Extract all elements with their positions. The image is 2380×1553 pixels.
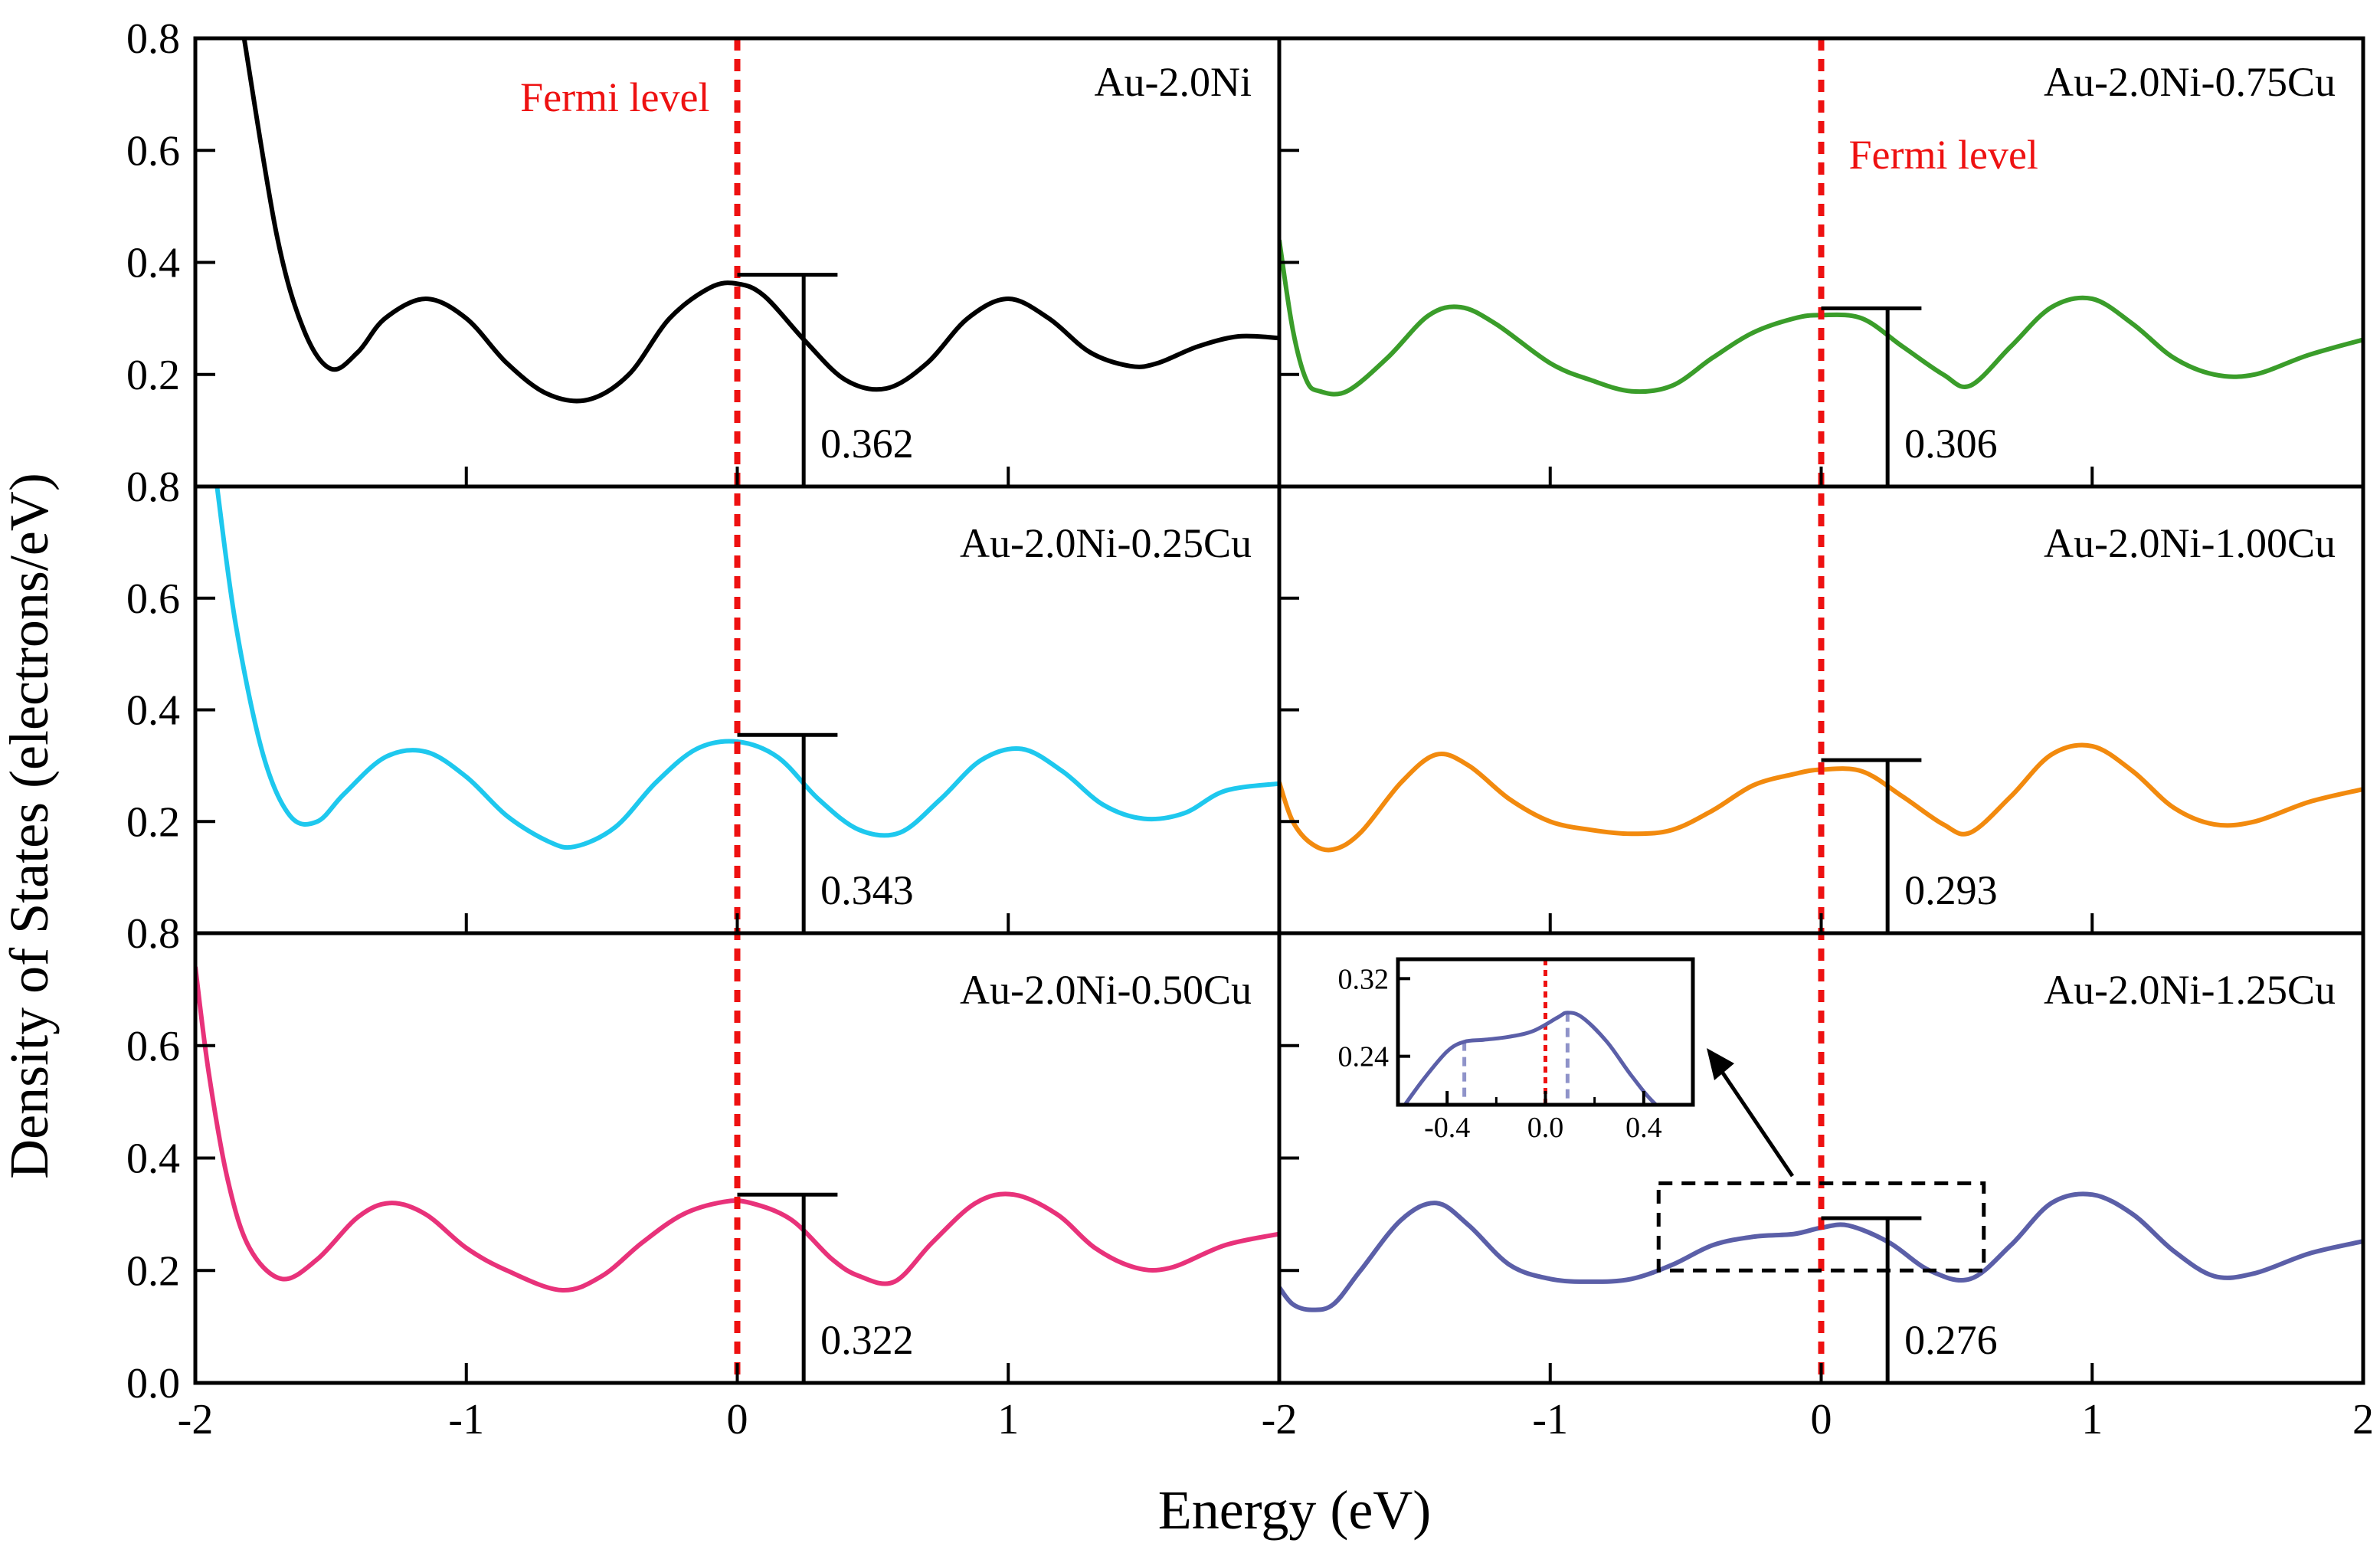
labels-layer: 0.362 Au-2.0Ni Fermi level 0.306 Au-2.0Ni-0.… bbox=[126, 15, 2374, 1443]
dos-curve-3 bbox=[214, 487, 1279, 850]
y-tick-label: 0.8 bbox=[126, 15, 180, 63]
y-tick-label: 0.4 bbox=[126, 240, 180, 287]
y-tick-label: 0.4 bbox=[126, 1135, 180, 1183]
zoom-box bbox=[1656, 1181, 1986, 1273]
x-tick-label: -2 bbox=[1262, 1396, 1298, 1443]
y-tick-label: 0.6 bbox=[126, 1023, 180, 1070]
x-tick-label: 1 bbox=[997, 1396, 1019, 1443]
fermi-dos-value-1: 0.362 bbox=[820, 421, 914, 467]
fermi-dos-value-4: 0.293 bbox=[1904, 867, 1998, 913]
inset-y-tick-label: 0.32 bbox=[1338, 963, 1390, 995]
fermi-lines-layer bbox=[734, 38, 1825, 1383]
x-tick-label: 0 bbox=[727, 1396, 748, 1443]
panel-title-4: Au-2.0Ni-1.00Cu bbox=[2044, 520, 2336, 566]
panel-title-5: Au-2.0Ni-0.50Cu bbox=[960, 967, 1252, 1013]
x-tick-label: 2 bbox=[2352, 1396, 2374, 1443]
inset-x-tick-label: 0.0 bbox=[1527, 1112, 1564, 1144]
x-tick-label: -2 bbox=[178, 1396, 214, 1443]
y-axis-title: Density of States (electrons/eV) bbox=[0, 473, 60, 1179]
dos-curve-5 bbox=[195, 966, 1279, 1293]
zoom-annotation bbox=[1656, 1048, 1986, 1273]
x-tick-label: -1 bbox=[448, 1396, 484, 1443]
x-tick-label: -1 bbox=[1532, 1396, 1568, 1443]
y-tick-label: 0.2 bbox=[126, 1247, 180, 1295]
fermi-dos-value-5: 0.322 bbox=[820, 1317, 914, 1363]
curves-layer bbox=[195, 38, 2363, 1312]
brackets-layer bbox=[737, 273, 1922, 1383]
y-tick-label: 0.6 bbox=[126, 127, 180, 175]
panel-title-2: Au-2.0Ni-0.75Cu bbox=[2044, 59, 2336, 105]
fermi-dos-value-6: 0.276 bbox=[1904, 1317, 1998, 1363]
inset-x-tick-label: -0.4 bbox=[1424, 1112, 1470, 1144]
fermi-dos-value-3: 0.343 bbox=[820, 867, 914, 913]
dos-curve-4 bbox=[1279, 742, 2363, 853]
zoom-arrowhead bbox=[1707, 1048, 1734, 1080]
inset-x-tick-label: 0.4 bbox=[1625, 1112, 1662, 1144]
y-tick-label: 0.8 bbox=[126, 464, 180, 511]
fermi-dos-value-2: 0.306 bbox=[1904, 421, 1998, 467]
y-tick-label: 0.2 bbox=[126, 352, 180, 399]
inset-y-tick-label: 0.24 bbox=[1338, 1041, 1390, 1073]
fermi-level-label-1: Fermi level bbox=[520, 74, 709, 120]
x-tick-label: 1 bbox=[2081, 1396, 2103, 1443]
inset-plot: -0.4 0.0 0.4 0.32 0.24 bbox=[1338, 957, 1695, 1144]
y-tick-label: 0.0 bbox=[126, 1360, 180, 1407]
ticks-layer bbox=[195, 149, 2094, 1383]
inset-curve bbox=[1402, 1011, 1659, 1105]
x-tick-label: 0 bbox=[1811, 1396, 1832, 1443]
y-tick-label: 0.4 bbox=[126, 687, 180, 735]
panel-title-1: Au-2.0Ni bbox=[1095, 59, 1252, 105]
dos-curve-1 bbox=[241, 38, 1279, 404]
fermi-level-label-2: Fermi level bbox=[1849, 132, 2038, 178]
dos-curve-2 bbox=[1279, 239, 2363, 397]
y-tick-label: 0.8 bbox=[126, 910, 180, 958]
dos-curve-6 bbox=[1279, 1191, 2363, 1312]
panel-title-3: Au-2.0Ni-0.25Cu bbox=[960, 520, 1252, 566]
y-tick-label: 0.6 bbox=[126, 575, 180, 623]
zoom-arrow bbox=[1715, 1063, 1795, 1178]
x-axis-title: Energy (eV) bbox=[1158, 1479, 1432, 1541]
panel-title-6: Au-2.0Ni-1.25Cu bbox=[2044, 967, 2336, 1013]
y-tick-label: 0.2 bbox=[126, 798, 180, 846]
